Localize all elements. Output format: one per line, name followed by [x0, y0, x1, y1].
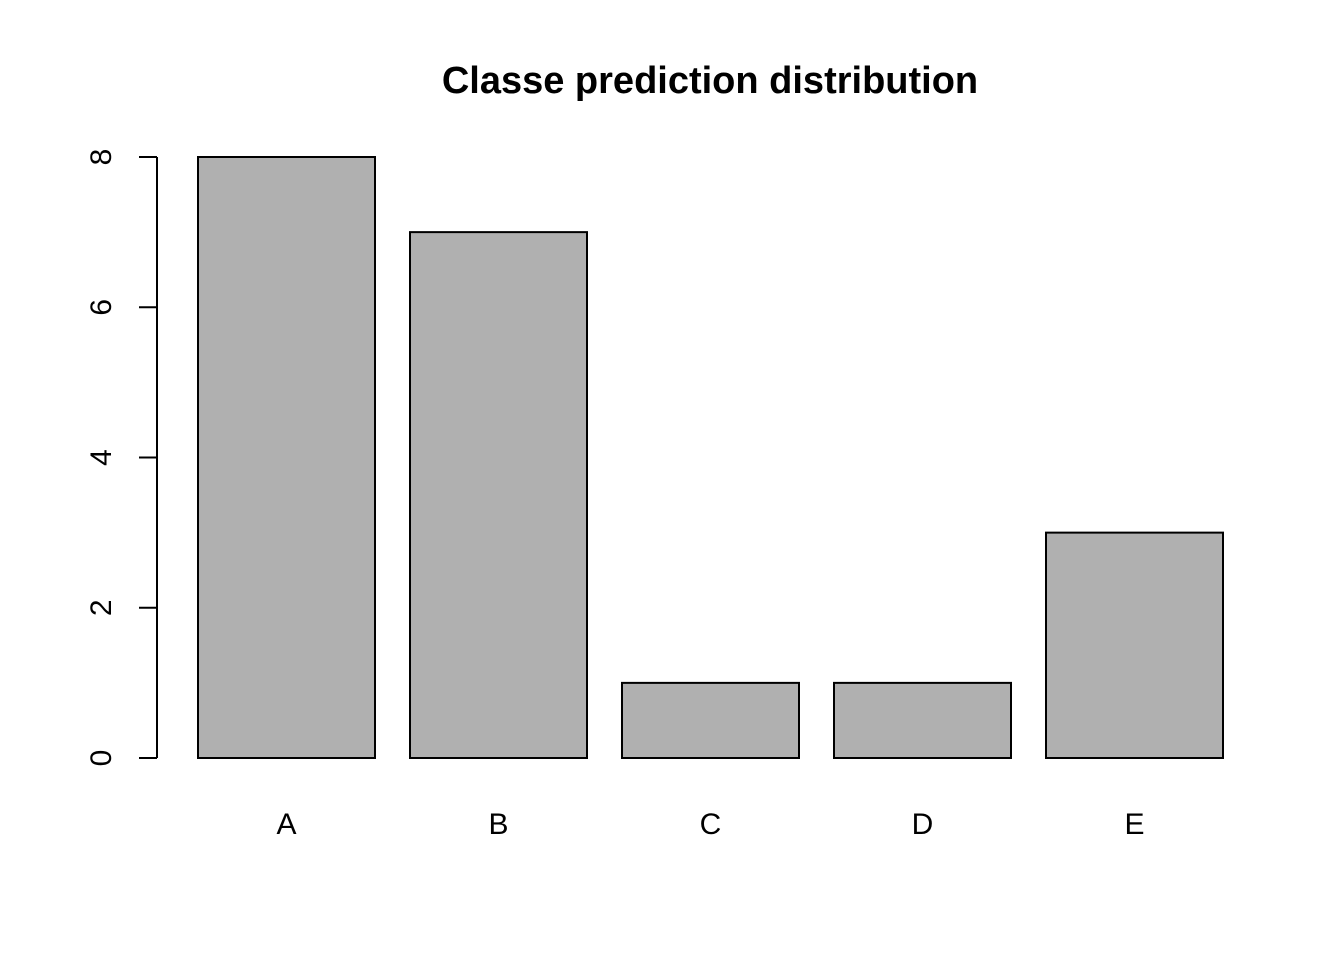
bar-b: [409, 231, 588, 759]
y-tick-label: 2: [85, 599, 118, 616]
x-tick-label-b: B: [488, 808, 508, 841]
bar-e: [1045, 531, 1224, 759]
y-axis: 0 2 4 6 8: [85, 149, 158, 767]
x-tick-label-a: A: [276, 808, 296, 841]
y-tick-label: 0: [85, 750, 118, 767]
x-tick-label-e: E: [1124, 808, 1144, 841]
chart-title: Classe prediction distribution: [442, 60, 978, 102]
x-tick-label-d: D: [912, 808, 934, 841]
bar-d: [833, 681, 1012, 759]
y-tick-label: 6: [85, 299, 118, 316]
bars-layer: [197, 156, 1224, 759]
bar-a: [197, 156, 376, 759]
x-axis-labels: A B C D E: [276, 808, 1144, 841]
y-tick-label: 8: [85, 149, 118, 166]
y-tick-label: 4: [85, 449, 118, 466]
x-tick-label-c: C: [700, 808, 722, 841]
bar-c: [621, 681, 800, 759]
